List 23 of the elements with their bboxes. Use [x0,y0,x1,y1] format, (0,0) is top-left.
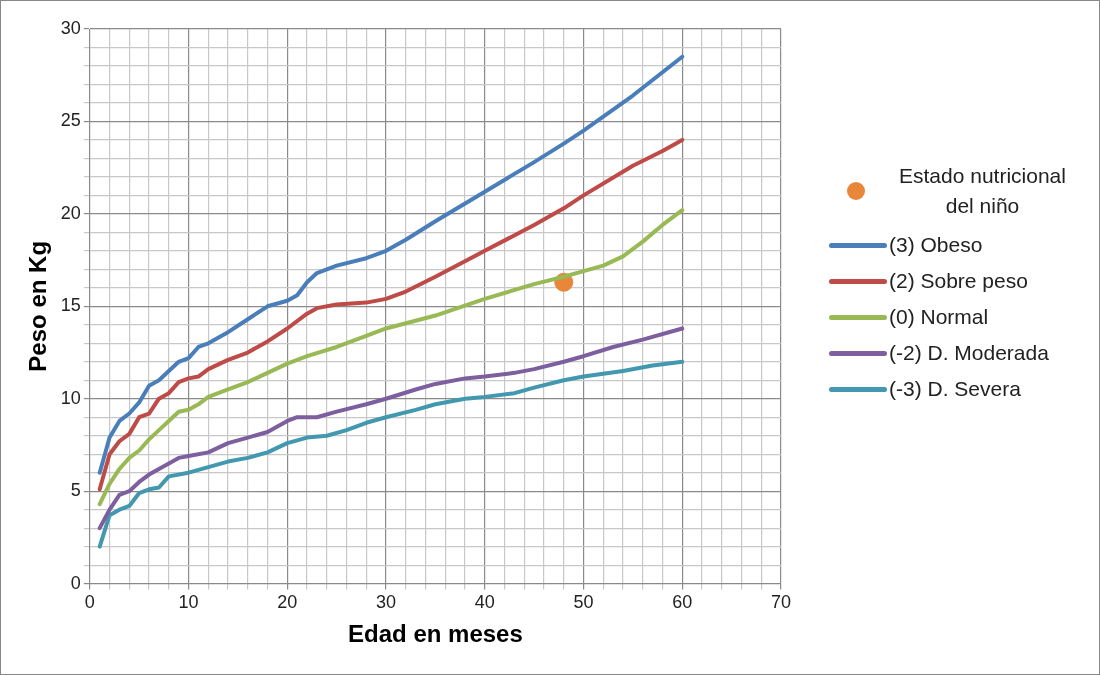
x-tick-label: 70 [770,592,792,613]
legend-label: (-2) D. Moderada [889,341,1049,365]
y-tick-label: 10 [60,387,81,408]
x-tick-label: 40 [474,592,495,613]
x-tick-label: 0 [84,592,95,613]
x-tick-label: 60 [672,592,693,613]
x-tick-label: 30 [376,592,397,613]
y-tick-label: 30 [60,17,81,38]
y-axis-title: Peso en Kg [24,240,52,372]
y-tick-label: 20 [60,202,81,223]
y-tick-label: 25 [60,110,81,131]
legend-label: (2) Sobre peso [889,269,1028,293]
legend-label: (-3) D. Severa [889,377,1021,401]
x-axis-title: Edad en meses [348,620,523,648]
y-tick-label: 15 [60,295,81,316]
legend-label: (0) Normal [889,305,989,329]
legend-label: Estado nutricional del niño [898,163,1067,219]
x-tick-label: 20 [277,592,298,613]
x-tick-label: 50 [573,592,594,613]
x-tick-label: 10 [178,592,199,613]
y-tick-label: 5 [70,480,81,501]
y-tick-label: 0 [70,572,81,593]
legend-label: (3) Obeso [889,233,983,257]
